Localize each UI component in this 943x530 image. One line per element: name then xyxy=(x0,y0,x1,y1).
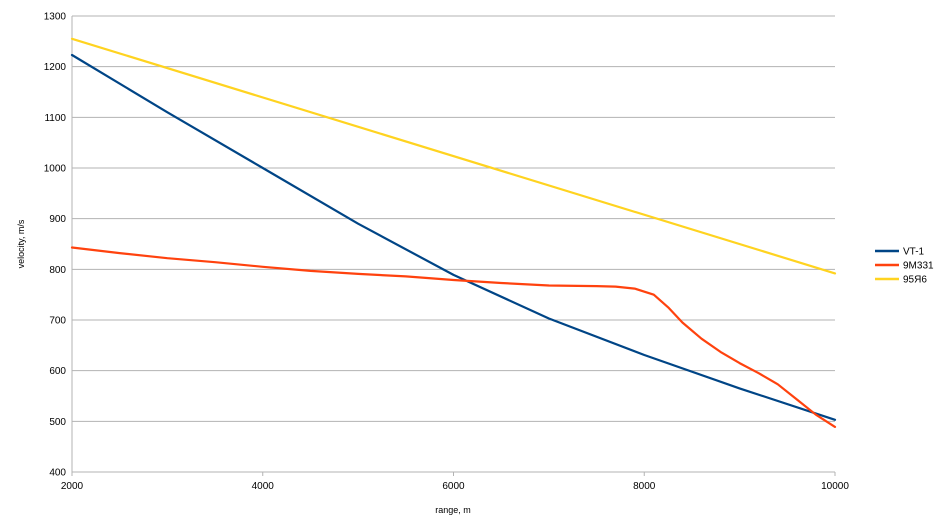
x-axis-label: range, m xyxy=(435,505,471,515)
series-line-2 xyxy=(70,37,837,275)
y-tick-labels: 400 500 600 700 800 900 1000 1100 1200 1300 xyxy=(44,12,67,479)
y-tick-label: 400 xyxy=(49,468,66,479)
x-tick-labels: 2000 4000 6000 8000 10000 xyxy=(61,472,849,492)
series-lines xyxy=(70,37,837,428)
y-tick-label: 1100 xyxy=(44,113,66,124)
y-tick-label: 700 xyxy=(49,316,66,327)
y-tick-label: 900 xyxy=(49,214,66,225)
series-line-0 xyxy=(70,53,837,421)
y-axis-label: velocity, m/s xyxy=(16,219,26,268)
y-tick-label: 500 xyxy=(49,417,66,428)
y-tick-label: 1300 xyxy=(44,12,67,23)
x-tick-label: 10000 xyxy=(821,481,849,492)
gridlines xyxy=(72,15,835,473)
y-tick-label: 600 xyxy=(49,366,66,377)
series-line-1 xyxy=(70,246,837,428)
x-tick-label: 4000 xyxy=(252,481,275,492)
x-tick-label: 2000 xyxy=(61,481,84,492)
legend-label-1: 9M331 xyxy=(903,261,934,272)
y-tick-label: 1200 xyxy=(44,62,67,73)
legend-label-2: 95Я6 xyxy=(903,275,927,286)
x-tick-label: 6000 xyxy=(442,481,465,492)
y-tick-label: 1000 xyxy=(44,164,67,175)
legend-label-0: VT-1 xyxy=(903,247,925,258)
x-tick-label: 8000 xyxy=(633,481,656,492)
y-tick-label: 800 xyxy=(49,265,66,276)
legend: VT-1 9M331 95Я6 xyxy=(875,247,934,286)
